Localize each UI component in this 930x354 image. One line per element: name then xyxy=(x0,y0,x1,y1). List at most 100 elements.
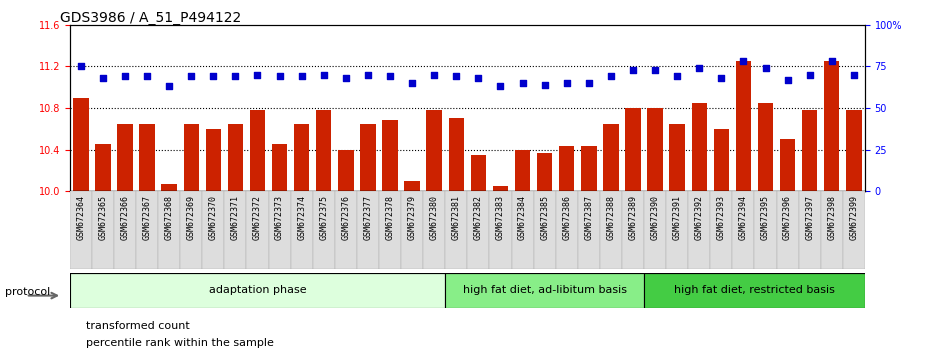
Text: GSM672397: GSM672397 xyxy=(805,195,814,240)
Bar xyxy=(445,191,467,269)
Text: GSM672392: GSM672392 xyxy=(695,195,704,240)
Text: GSM672378: GSM672378 xyxy=(386,195,394,240)
Bar xyxy=(468,191,489,269)
Point xyxy=(692,65,707,71)
Bar xyxy=(180,191,203,269)
Text: GSM672371: GSM672371 xyxy=(231,195,240,240)
Point xyxy=(117,74,132,79)
Bar xyxy=(117,124,133,191)
Bar xyxy=(316,110,331,191)
Text: GSM672386: GSM672386 xyxy=(563,195,571,240)
Bar xyxy=(534,191,555,269)
Point xyxy=(184,74,199,79)
Text: high fat diet, restricted basis: high fat diet, restricted basis xyxy=(674,285,835,295)
Text: GSM672365: GSM672365 xyxy=(99,195,107,240)
Bar xyxy=(581,147,596,191)
Text: GSM672390: GSM672390 xyxy=(651,195,659,240)
Bar xyxy=(401,191,423,269)
Point xyxy=(846,72,861,78)
Bar xyxy=(335,191,357,269)
Text: GSM672387: GSM672387 xyxy=(584,195,593,240)
Point xyxy=(206,74,220,79)
Point xyxy=(405,80,419,86)
Bar xyxy=(312,191,335,269)
Point xyxy=(250,72,265,78)
Bar xyxy=(647,108,663,191)
Bar xyxy=(802,110,817,191)
Text: percentile rank within the sample: percentile rank within the sample xyxy=(86,338,274,348)
Bar xyxy=(70,191,92,269)
Bar xyxy=(379,191,401,269)
Bar xyxy=(70,273,445,308)
Point xyxy=(96,75,111,81)
Bar xyxy=(622,191,644,269)
Bar xyxy=(843,191,865,269)
Text: high fat diet, ad-libitum basis: high fat diet, ad-libitum basis xyxy=(462,285,627,295)
Bar xyxy=(733,191,754,269)
Text: adaptation phase: adaptation phase xyxy=(208,285,306,295)
Bar xyxy=(604,124,618,191)
Bar xyxy=(158,191,180,269)
Bar xyxy=(556,191,578,269)
Bar xyxy=(600,191,622,269)
Bar xyxy=(203,191,224,269)
Text: GSM672396: GSM672396 xyxy=(783,195,792,240)
Text: GSM672372: GSM672372 xyxy=(253,195,262,240)
Text: GSM672368: GSM672368 xyxy=(165,195,174,240)
Bar xyxy=(113,191,136,269)
Bar xyxy=(515,149,530,191)
Point xyxy=(626,67,641,73)
Text: GSM672370: GSM672370 xyxy=(209,195,218,240)
Point xyxy=(824,58,839,64)
Bar xyxy=(423,191,445,269)
Point xyxy=(73,63,88,69)
Text: GSM672367: GSM672367 xyxy=(142,195,152,240)
Point xyxy=(803,72,817,78)
Bar xyxy=(269,191,290,269)
Bar xyxy=(736,61,751,191)
Bar xyxy=(224,191,246,269)
Text: protocol: protocol xyxy=(5,287,50,297)
Bar xyxy=(824,61,840,191)
Point xyxy=(780,77,795,82)
Text: GSM672380: GSM672380 xyxy=(430,195,439,240)
Bar xyxy=(493,186,508,191)
Text: GSM672382: GSM672382 xyxy=(474,195,483,240)
Bar xyxy=(625,108,641,191)
Point xyxy=(670,74,684,79)
Bar xyxy=(206,129,221,191)
Point xyxy=(339,75,353,81)
Text: GSM672369: GSM672369 xyxy=(187,195,195,240)
Text: GSM672395: GSM672395 xyxy=(761,195,770,240)
Bar xyxy=(692,103,707,191)
Bar xyxy=(688,191,711,269)
Point xyxy=(294,74,309,79)
Point xyxy=(714,75,729,81)
Bar xyxy=(357,191,379,269)
Text: GSM672377: GSM672377 xyxy=(364,195,372,240)
Point xyxy=(382,74,397,79)
Text: GSM672379: GSM672379 xyxy=(407,195,417,240)
Text: GSM672376: GSM672376 xyxy=(341,195,351,240)
Bar xyxy=(644,191,666,269)
Point xyxy=(559,80,574,86)
Bar xyxy=(799,191,821,269)
Text: GSM672399: GSM672399 xyxy=(849,195,858,240)
Point xyxy=(228,74,243,79)
Text: GSM672388: GSM672388 xyxy=(606,195,616,240)
Bar xyxy=(339,149,353,191)
Bar xyxy=(405,181,419,191)
Bar xyxy=(846,110,861,191)
Text: GSM672385: GSM672385 xyxy=(540,195,549,240)
Text: GSM672384: GSM672384 xyxy=(518,195,527,240)
Bar xyxy=(471,155,486,191)
Point xyxy=(538,82,552,87)
Bar xyxy=(228,124,243,191)
Bar xyxy=(644,273,865,308)
Point xyxy=(647,67,662,73)
Bar xyxy=(537,153,552,191)
Text: GSM672394: GSM672394 xyxy=(739,195,748,240)
Text: GSM672398: GSM672398 xyxy=(828,195,836,240)
Text: GSM672381: GSM672381 xyxy=(452,195,460,240)
Bar xyxy=(360,124,376,191)
